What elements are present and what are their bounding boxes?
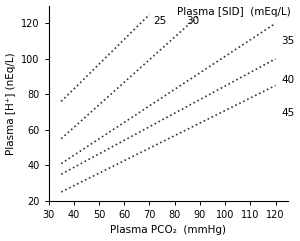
Text: 35: 35 xyxy=(281,36,294,46)
Text: 25: 25 xyxy=(153,16,166,26)
Text: 45: 45 xyxy=(281,108,294,118)
Text: 40: 40 xyxy=(281,75,294,85)
Text: Plasma [SID]  (mEq/L): Plasma [SID] (mEq/L) xyxy=(177,7,291,17)
Text: 30: 30 xyxy=(186,16,200,26)
X-axis label: Plasma PCO₂  (mmHg): Plasma PCO₂ (mmHg) xyxy=(110,225,226,235)
Y-axis label: Plasma [H⁺] (nEq/L): Plasma [H⁺] (nEq/L) xyxy=(6,52,16,154)
